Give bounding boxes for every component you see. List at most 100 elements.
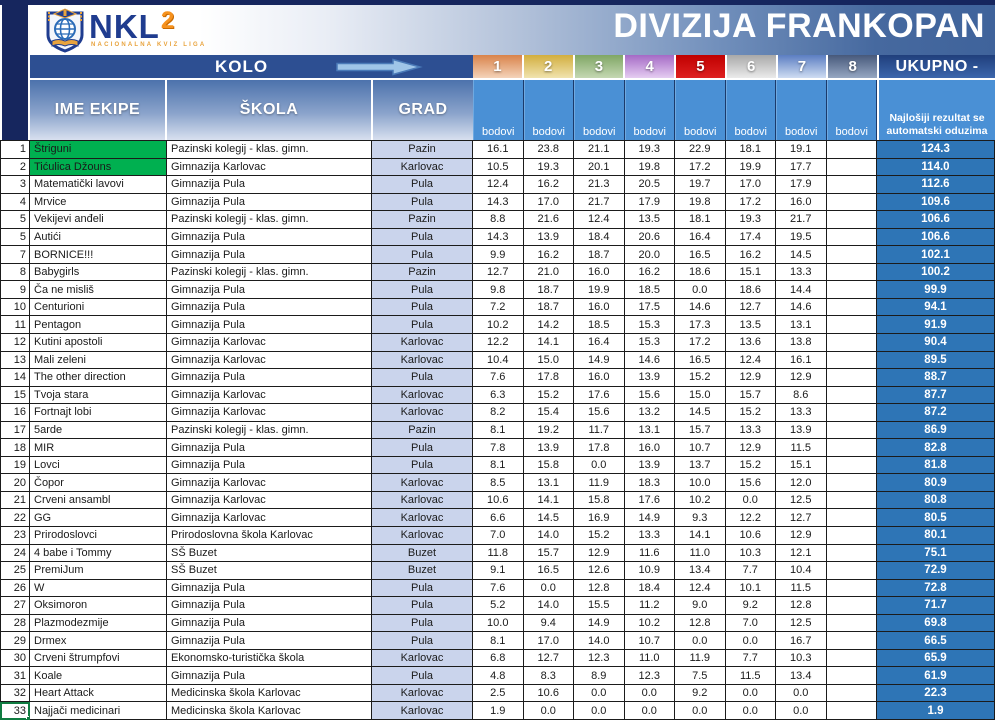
score-cell-round-7[interactable]: 12.1: [776, 544, 827, 563]
score-cell-round-2[interactable]: 21.0: [523, 263, 574, 282]
city-cell[interactable]: Karlovac: [372, 404, 473, 422]
score-cell-round-2[interactable]: 17.0: [523, 632, 574, 650]
score-cell-round-3[interactable]: 16.0: [574, 263, 625, 282]
team-name-cell[interactable]: MIR: [30, 439, 167, 457]
rank-cell[interactable]: 11: [0, 316, 30, 334]
points-header-round-2[interactable]: bodovi: [523, 80, 574, 140]
points-header-round-4[interactable]: bodovi: [624, 80, 675, 140]
total-cell[interactable]: 99.9: [877, 281, 995, 299]
team-name-cell[interactable]: Plazmodezmije: [30, 614, 167, 633]
score-cell-round-8[interactable]: [826, 474, 877, 492]
score-cell-round-3[interactable]: 17.6: [574, 386, 625, 405]
rank-cell[interactable]: 8: [0, 263, 30, 282]
score-cell-round-8[interactable]: [826, 632, 877, 650]
city-cell[interactable]: Pula: [372, 298, 473, 317]
total-cell[interactable]: 69.8: [877, 614, 995, 633]
round-header-2[interactable]: 2: [523, 55, 573, 78]
score-cell-round-8[interactable]: [826, 298, 877, 317]
total-cell[interactable]: 72.9: [877, 562, 995, 580]
points-header-round-7[interactable]: bodovi: [776, 80, 827, 140]
score-cell-round-6[interactable]: 13.5: [725, 316, 776, 334]
team-name-cell[interactable]: Tvoja stara: [30, 386, 167, 405]
total-cell[interactable]: 61.9: [877, 667, 995, 685]
score-cell-round-3[interactable]: 11.7: [574, 421, 625, 440]
score-cell-round-3[interactable]: 16.0: [574, 369, 625, 387]
round-header-7[interactable]: 7: [777, 55, 827, 78]
score-cell-round-5[interactable]: 12.4: [675, 579, 726, 598]
score-cell-round-2[interactable]: 19.2: [523, 421, 574, 440]
score-cell-round-8[interactable]: [826, 562, 877, 580]
score-cell-round-4[interactable]: 13.5: [624, 211, 675, 229]
score-cell-round-5[interactable]: 10.7: [675, 439, 726, 457]
score-cell-round-3[interactable]: 12.6: [574, 562, 625, 580]
score-cell-round-4[interactable]: 13.9: [624, 369, 675, 387]
score-cell-round-8[interactable]: [826, 579, 877, 598]
score-cell-round-6[interactable]: 0.0: [725, 702, 776, 720]
score-cell-round-4[interactable]: 12.3: [624, 667, 675, 685]
score-cell-round-7[interactable]: 12.7: [776, 509, 827, 527]
team-name-cell[interactable]: Najjači medicinari: [30, 702, 167, 720]
school-cell[interactable]: Gimnazija Pula: [167, 298, 372, 317]
city-cell[interactable]: Buzet: [372, 544, 473, 563]
rank-cell[interactable]: 1: [0, 141, 30, 159]
score-cell-round-3[interactable]: 12.8: [574, 579, 625, 598]
score-cell-round-4[interactable]: 13.1: [624, 421, 675, 440]
score-cell-round-8[interactable]: [826, 246, 877, 264]
points-header-round-5[interactable]: bodovi: [675, 80, 726, 140]
score-cell-round-4[interactable]: 19.3: [624, 141, 675, 159]
score-cell-round-4[interactable]: 17.9: [624, 193, 675, 212]
score-cell-round-4[interactable]: 15.6: [624, 386, 675, 405]
school-cell[interactable]: Gimnazija Karlovac: [167, 474, 372, 492]
points-header-round-8[interactable]: bodovi: [826, 80, 877, 140]
total-cell[interactable]: 80.9: [877, 474, 995, 492]
score-cell-round-8[interactable]: [826, 614, 877, 633]
score-cell-round-6[interactable]: 18.6: [725, 281, 776, 299]
score-cell-round-5[interactable]: 9.2: [675, 684, 726, 703]
total-cell[interactable]: 82.8: [877, 439, 995, 457]
team-name-cell[interactable]: W: [30, 579, 167, 598]
score-cell-round-8[interactable]: [826, 158, 877, 177]
city-cell[interactable]: Buzet: [372, 562, 473, 580]
rank-cell[interactable]: 17: [0, 421, 30, 440]
school-cell[interactable]: Gimnazija Pula: [167, 281, 372, 299]
team-name-cell[interactable]: Pentagon: [30, 316, 167, 334]
city-cell[interactable]: Pazin: [372, 141, 473, 159]
team-name-cell[interactable]: Kutini apostoli: [30, 333, 167, 352]
score-cell-round-1[interactable]: 9.9: [473, 246, 524, 264]
score-cell-round-5[interactable]: 17.3: [675, 316, 726, 334]
score-cell-round-2[interactable]: 0.0: [523, 579, 574, 598]
score-cell-round-1[interactable]: 8.1: [473, 421, 524, 440]
score-cell-round-8[interactable]: [826, 421, 877, 440]
city-cell[interactable]: Pula: [372, 597, 473, 615]
round-header-4[interactable]: 4: [625, 55, 674, 78]
city-cell[interactable]: Karlovac: [372, 158, 473, 177]
team-name-cell[interactable]: Koale: [30, 667, 167, 685]
score-cell-round-7[interactable]: 12.0: [776, 474, 827, 492]
header-team-name[interactable]: IME EKIPE: [30, 80, 167, 140]
score-cell-round-2[interactable]: 14.2: [523, 316, 574, 334]
score-cell-round-3[interactable]: 17.8: [574, 439, 625, 457]
city-cell[interactable]: Pazin: [372, 263, 473, 282]
total-cell[interactable]: 80.1: [877, 526, 995, 545]
score-cell-round-7[interactable]: 14.4: [776, 281, 827, 299]
rank-cell[interactable]: 13: [0, 351, 30, 370]
rank-cell[interactable]: 3: [0, 176, 30, 194]
score-cell-round-7[interactable]: 12.5: [776, 491, 827, 510]
score-cell-round-3[interactable]: 8.9: [574, 667, 625, 685]
total-cell[interactable]: 87.2: [877, 404, 995, 422]
points-header-round-1[interactable]: bodovi: [473, 80, 524, 140]
school-cell[interactable]: Gimnazija Pula: [167, 228, 372, 247]
score-cell-round-5[interactable]: 14.1: [675, 526, 726, 545]
score-cell-round-7[interactable]: 0.0: [776, 702, 827, 720]
score-cell-round-1[interactable]: 7.6: [473, 579, 524, 598]
school-cell[interactable]: Gimnazija Pula: [167, 579, 372, 598]
score-cell-round-4[interactable]: 15.3: [624, 333, 675, 352]
points-header-round-6[interactable]: bodovi: [725, 80, 776, 140]
score-cell-round-4[interactable]: 20.5: [624, 176, 675, 194]
rank-cell[interactable]: 2: [0, 158, 30, 177]
score-cell-round-2[interactable]: 15.7: [523, 544, 574, 563]
total-cell[interactable]: 112.6: [877, 176, 995, 194]
score-cell-round-2[interactable]: 16.2: [523, 246, 574, 264]
score-cell-round-4[interactable]: 14.6: [624, 351, 675, 370]
score-cell-round-6[interactable]: 15.2: [725, 404, 776, 422]
